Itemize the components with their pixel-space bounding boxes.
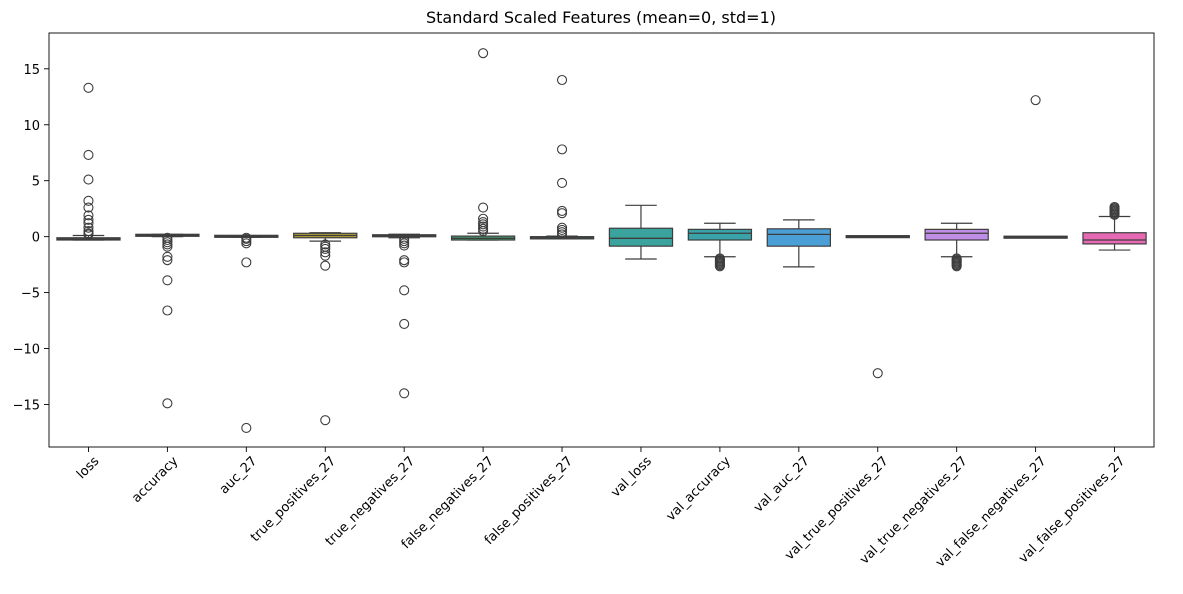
x-tick-label: loss: [74, 454, 103, 483]
outlier-point: [83, 210, 94, 221]
outlier-point: [556, 74, 568, 86]
outlier-point: [478, 202, 489, 213]
outlier-point: [320, 243, 331, 255]
plot-marks: [56, 48, 1147, 434]
outlier-point: [399, 318, 410, 329]
outlier-point: [241, 422, 252, 434]
y-tick-label: 10: [23, 119, 40, 134]
outlier-point: [83, 195, 94, 206]
box-group-true-positives-27: [293, 232, 358, 426]
outlier-point: [556, 144, 568, 155]
x-tick-label: val_loss: [608, 454, 655, 501]
outlier-point: [399, 257, 410, 268]
box-iqr: [766, 228, 831, 247]
box-group-val-false-negatives-27: [1003, 95, 1068, 239]
outlier-point: [241, 257, 252, 268]
outlier-point: [1030, 95, 1041, 106]
outlier-point: [83, 229, 94, 240]
box-group-accuracy: [135, 232, 200, 409]
outlier-point: [320, 250, 331, 261]
x-tick-label: true_positives_27: [248, 454, 339, 545]
box-group-loss: [56, 82, 121, 241]
outlier-point: [478, 213, 489, 224]
box-group-val-accuracy: [687, 222, 753, 272]
y-tick-label: 15: [23, 63, 40, 78]
outlier-point: [478, 48, 489, 59]
outlier-point: [399, 388, 410, 399]
box-group-auc-27: [214, 232, 279, 434]
y-tick-label: −5: [21, 287, 40, 302]
y-axis: −15 −10 −5 0 5 10 15: [13, 63, 49, 413]
outlier-point: [399, 240, 410, 251]
x-tick-label: false_positives_27: [482, 454, 576, 548]
outlier-point: [714, 261, 725, 272]
outlier-point: [556, 222, 568, 233]
outlier-point: [83, 149, 94, 161]
y-tick-label: −10: [13, 343, 40, 358]
box-iqr: [687, 228, 753, 241]
outlier-point: [556, 177, 568, 188]
box-group-val-true-positives-27: [845, 235, 910, 379]
x-axis: loss accuracy auc_27true_positives_27true_…: [74, 447, 1129, 570]
outlier-point: [872, 368, 883, 379]
outlier-point: [320, 415, 331, 426]
box-group-val-auc-27: [766, 219, 831, 268]
outlier-point: [399, 255, 410, 266]
y-tick-label: −15: [13, 398, 40, 413]
outlier-point: [83, 202, 94, 213]
outlier-point: [951, 261, 962, 272]
outlier-point: [478, 217, 489, 228]
box-group-val-loss: [608, 204, 674, 260]
outlier-point: [241, 238, 252, 249]
outlier-point: [83, 174, 94, 185]
outlier-point: [83, 222, 94, 233]
outlier-point: [1109, 201, 1120, 213]
y-tick-label: 5: [32, 175, 40, 190]
outlier-point: [162, 255, 173, 266]
x-tick-label: val_accuracy: [664, 454, 735, 525]
x-tick-label: accuracy: [129, 454, 181, 506]
outlier-point: [162, 398, 173, 409]
outlier-point: [162, 251, 173, 262]
outlier-point: [320, 260, 331, 271]
x-tick-label: auc_27: [217, 454, 260, 497]
outlier-point: [162, 305, 173, 316]
box-group-false-negatives-27: [450, 48, 516, 241]
y-tick-label: 0: [32, 231, 40, 246]
outlier-point: [83, 214, 94, 225]
box-group-val-true-negatives-27: [924, 222, 989, 272]
box-iqr: [924, 228, 989, 241]
x-tick-label: val_auc_27: [751, 454, 813, 516]
outlier-point: [320, 247, 331, 258]
box-iqr: [1082, 232, 1147, 245]
outlier-point: [162, 275, 173, 286]
box-iqr: [608, 227, 674, 247]
outlier-point: [556, 205, 568, 216]
chart-title: Standard Scaled Features (mean=0, std=1): [426, 8, 776, 27]
box-group-true-negatives-27: [372, 233, 437, 399]
box-group-val-false-positives-27: [1082, 201, 1147, 251]
plot-frame: [48, 32, 1155, 448]
x-tick-label: true_negatives_27: [323, 454, 418, 549]
outlier-point: [162, 241, 173, 252]
outlier-point: [83, 218, 94, 229]
outlier-point: [399, 285, 410, 296]
box-group-false-positives-27: [529, 74, 595, 240]
outlier-point: [556, 208, 568, 219]
outlier-point: [83, 82, 94, 93]
